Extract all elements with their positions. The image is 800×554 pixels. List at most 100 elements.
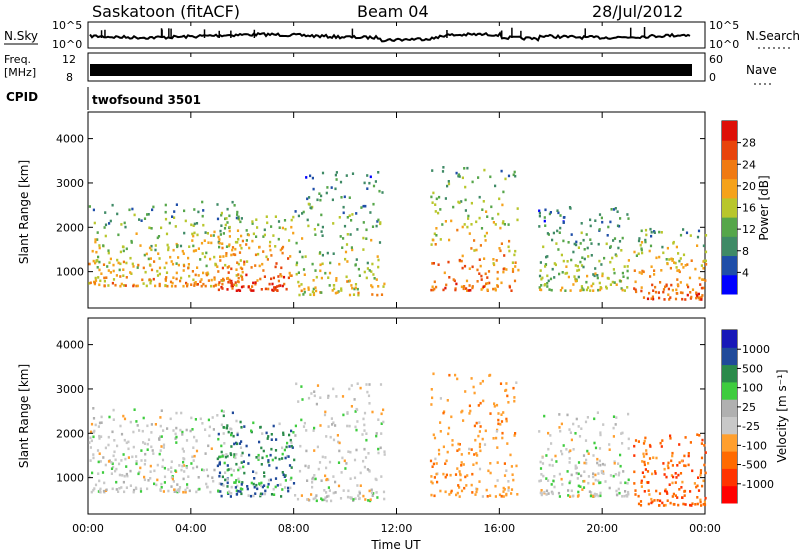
range-gate-cell — [176, 483, 179, 486]
range-gate-cell — [507, 489, 510, 492]
range-gate-cell — [111, 462, 114, 465]
range-gate-cell — [332, 475, 335, 478]
range-gate-cell — [643, 460, 646, 464]
colorbar-tick-label: 20 — [742, 180, 756, 193]
range-gate-cell — [558, 426, 561, 429]
range-gate-cell — [594, 446, 598, 450]
range-gate-cell — [377, 285, 380, 288]
range-gate-cell — [132, 430, 135, 434]
range-gate-cell — [464, 209, 467, 212]
range-gate-cell — [613, 237, 617, 240]
range-gate-cell — [639, 504, 643, 507]
range-gate-cell — [263, 228, 266, 232]
range-gate-cell — [353, 398, 356, 401]
range-gate-cell — [677, 503, 680, 507]
range-gate-cell — [347, 450, 350, 453]
range-gate-cell — [621, 288, 624, 292]
range-gate-cell — [466, 166, 469, 170]
range-gate-cell — [470, 448, 473, 451]
range-gate-cell — [241, 451, 244, 455]
range-gate-cell — [206, 232, 209, 235]
range-gate-cell — [160, 445, 163, 448]
range-gate-cell — [325, 499, 328, 503]
range-gate-cell — [174, 225, 177, 228]
range-gate-cell — [598, 228, 601, 231]
range-gate-cell — [645, 449, 648, 452]
range-gate-cell — [213, 230, 216, 234]
range-gate-cell — [159, 424, 162, 428]
range-gate-cell — [231, 246, 235, 249]
range-gate-cell — [358, 492, 361, 495]
range-gate-cell — [174, 437, 177, 440]
range-gate-cell — [375, 491, 378, 494]
range-gate-cell — [458, 448, 461, 451]
range-gate-cell — [514, 261, 517, 264]
range-gate-cell — [92, 417, 96, 420]
range-gate-cell — [335, 395, 338, 398]
range-gate-cell — [356, 484, 359, 487]
range-gate-cell — [510, 492, 513, 495]
range-gate-cell — [258, 440, 261, 444]
range-gate-cell — [249, 494, 253, 498]
range-gate-cell — [505, 268, 508, 271]
range-gate-cell — [575, 471, 578, 475]
range-gate-cell — [599, 431, 602, 434]
range-gate-cell — [605, 242, 608, 246]
range-gate-cell — [202, 223, 205, 227]
range-gate-cell — [700, 298, 703, 301]
range-gate-cell — [98, 246, 101, 250]
power-y-axis-label: Slant Range [km] — [17, 160, 31, 264]
range-gate-cell — [164, 277, 167, 281]
range-gate-cell — [97, 460, 100, 464]
range-gate-cell — [191, 270, 194, 273]
range-gate-cell — [274, 245, 277, 248]
range-gate-cell — [364, 456, 368, 459]
range-gate-cell — [332, 222, 335, 225]
range-gate-cell — [330, 499, 333, 503]
range-gate-cell — [363, 181, 366, 185]
range-gate-cell — [282, 433, 285, 436]
range-gate-cell — [342, 413, 345, 417]
range-gate-cell — [304, 464, 307, 468]
range-gate-cell — [188, 489, 191, 493]
range-gate-cell — [313, 477, 316, 481]
range-gate-cell — [240, 217, 243, 220]
range-gate-cell — [621, 442, 624, 445]
range-gate-cell — [319, 269, 322, 273]
range-gate-cell — [233, 481, 236, 484]
range-gate-cell — [470, 377, 473, 380]
range-gate-cell — [129, 256, 132, 260]
range-gate-cell — [287, 489, 290, 493]
range-gate-cell — [481, 379, 484, 383]
range-gate-cell — [204, 231, 207, 234]
range-gate-cell — [664, 489, 667, 493]
range-gate-cell — [635, 254, 638, 257]
range-gate-cell — [103, 279, 106, 283]
range-gate-cell — [236, 433, 239, 437]
range-gate-cell — [361, 433, 364, 436]
range-gate-cell — [263, 492, 267, 496]
range-gate-cell — [662, 251, 665, 255]
range-gate-cell — [104, 211, 107, 214]
range-gate-cell — [235, 289, 238, 292]
range-gate-cell — [603, 463, 606, 467]
range-gate-cell — [379, 383, 383, 386]
range-gate-cell — [307, 202, 310, 206]
range-gate-cell — [671, 495, 674, 498]
range-gate-cell — [257, 456, 260, 460]
range-gate-cell — [135, 420, 138, 423]
range-gate-cell — [331, 289, 334, 292]
range-gate-cell — [550, 458, 553, 462]
range-gate-cell — [338, 216, 341, 219]
range-gate-cell — [382, 490, 386, 494]
range-gate-cell — [434, 243, 437, 246]
range-gate-cell — [696, 496, 699, 499]
range-gate-cell — [98, 489, 102, 492]
range-gate-cell — [300, 283, 303, 286]
range-gate-cell — [670, 459, 673, 463]
range-gate-cell — [304, 255, 307, 258]
range-gate-cell — [489, 412, 492, 415]
range-gate-cell — [624, 481, 627, 485]
range-gate-cell — [447, 180, 450, 183]
